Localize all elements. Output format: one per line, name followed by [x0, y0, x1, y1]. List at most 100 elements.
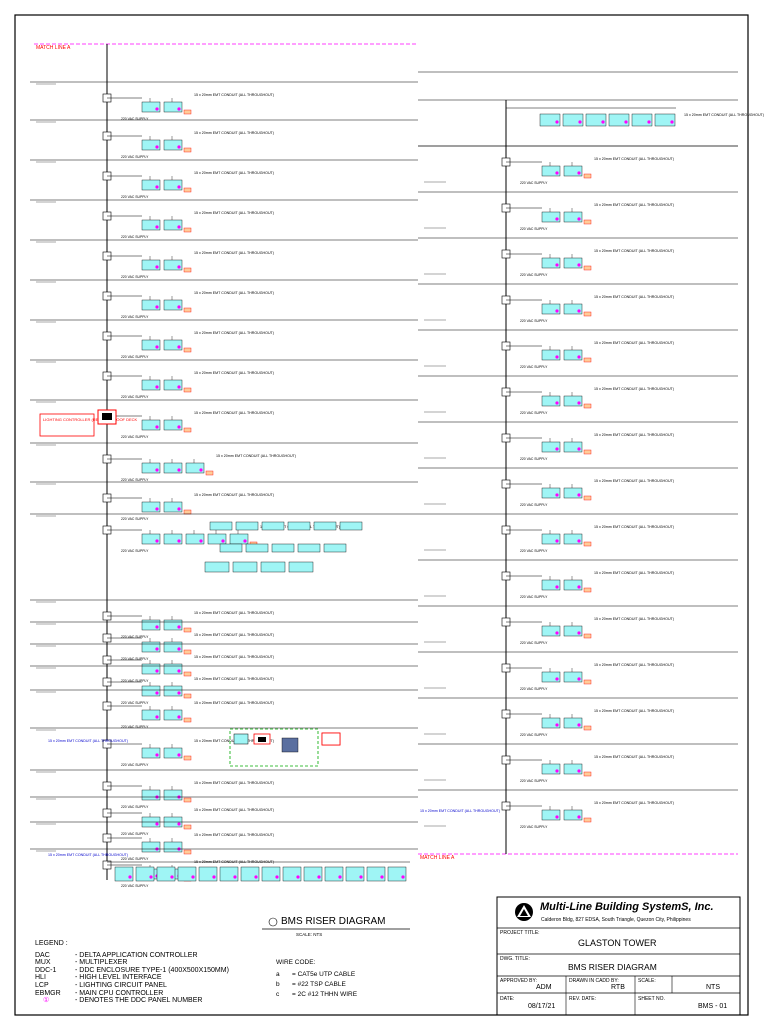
- wire-code-item: b = #22 TSP CABLE: [276, 980, 357, 990]
- lcp-box: [183, 649, 192, 655]
- ddc-panel: [563, 441, 583, 453]
- panel-number-marker: [177, 385, 181, 389]
- legend-desc: - HIGH LEVEL INTERFACE: [75, 974, 162, 982]
- ddc-panel: [163, 533, 183, 545]
- lcp-box: [583, 449, 592, 455]
- ddc-panel: [563, 257, 583, 269]
- ddc-panel: [163, 709, 183, 721]
- lcp-box: [183, 755, 192, 761]
- ddc-panel: [563, 165, 583, 177]
- panel-number-marker: [177, 265, 181, 269]
- ddc-panel: [563, 395, 583, 407]
- ddc-panel: [141, 419, 161, 431]
- lcp-box: [583, 633, 592, 639]
- ddc-panel: [141, 641, 161, 653]
- ddc-panel: [366, 866, 386, 882]
- ddc-panel: [141, 379, 161, 391]
- panel-number-marker: [177, 345, 181, 349]
- supply-note: 220 VAC SUPPLY: [121, 478, 149, 482]
- supply-note: 220 VAC SUPPLY: [121, 857, 149, 861]
- panel-number-marker: [155, 715, 159, 719]
- ddc-panel: [345, 866, 365, 882]
- legend-rows: DAC - DELTA APPLICATION CONTROLLER MUX - MU…: [35, 952, 229, 1005]
- ddc-panel: [261, 866, 281, 882]
- date-value: 08/17/21: [528, 1003, 556, 1010]
- project-title: GLASTON TOWER: [578, 938, 657, 948]
- panel-number-marker: [578, 120, 582, 124]
- supply-note: 220 VAC SUPPLY: [121, 117, 149, 121]
- conduit-note: 15 x 20mm EMT CONDUIT (ALL THROUGHOUT): [194, 611, 274, 615]
- panel-number-marker: [128, 875, 132, 879]
- conduit-note: 15 x 20mm EMT CONDUIT (ALL THROUGHOUT): [594, 801, 674, 805]
- ddc-panel: [563, 763, 583, 775]
- ddc-panel: [563, 487, 583, 499]
- panel-number-marker: [177, 107, 181, 111]
- ddc-panel: [245, 543, 269, 553]
- supply-note: 220 VAC SUPPLY: [121, 517, 149, 521]
- supply-note: 220 VAC SUPPLY: [121, 635, 149, 639]
- ddc-panel: [185, 462, 205, 474]
- supply-note: 220 VAC SUPPLY: [121, 355, 149, 359]
- ddc-panel: [563, 671, 583, 683]
- conduit-note: 15 x 20mm EMT CONDUIT (ALL THROUGHOUT): [194, 211, 274, 215]
- ddc-panel: [541, 441, 561, 453]
- ddc-panel: [163, 462, 183, 474]
- ddc-panel: [141, 259, 161, 271]
- company-address: Calderon Bldg, 827 EDSA, South Triangle,…: [541, 917, 691, 923]
- ddc-panel: [163, 747, 183, 759]
- legend: LEGEND : DAC - DELTA APPLICATION CONTROLL…: [35, 940, 229, 1005]
- ddc-panel: [114, 866, 134, 882]
- ddc-panel: [563, 579, 583, 591]
- legend-heading: LEGEND :: [35, 940, 68, 947]
- ddc-panel: [163, 101, 183, 113]
- ddc-panel: [541, 211, 561, 223]
- wire-code-desc: = 2C #12 THHN WIRE: [292, 991, 358, 998]
- panel-number-marker: [243, 539, 247, 543]
- legend-item: LCP - LIGHTING CIRCUIT PANEL: [35, 982, 229, 990]
- panel-number-marker: [199, 468, 203, 472]
- wire-code-letter: c: [276, 991, 280, 998]
- panel-number-marker: [155, 345, 159, 349]
- ddc-panel: [141, 789, 161, 801]
- panel-number-marker: [191, 875, 195, 879]
- panel-number-marker: [155, 753, 159, 757]
- ddc-panel: [219, 866, 239, 882]
- panel-number-marker: [577, 539, 581, 543]
- lcp-box: [205, 470, 214, 476]
- conduit-note: 15 x 20mm EMT CONDUIT (ALL THROUGHOUT): [194, 291, 274, 295]
- supply-note: 220 VAC SUPPLY: [520, 227, 548, 231]
- lcp-box: [583, 311, 592, 317]
- blue-conduit-note: 15 x 20mm EMT CONDUIT (ALL THROUGHOUT): [48, 739, 128, 743]
- supply-note: 220 VAC SUPPLY: [121, 155, 149, 159]
- conduit-note: 15 x 20mm EMT CONDUIT (ALL THROUGHOUT): [194, 781, 274, 785]
- supply-note: 220 VAC SUPPLY: [121, 657, 149, 661]
- ddc-panel: [135, 866, 155, 882]
- lcp-box: [583, 541, 592, 547]
- supply-note: 220 VAC SUPPLY: [121, 315, 149, 319]
- panel-number-marker: [177, 539, 181, 543]
- ddc-panel: [141, 339, 161, 351]
- ddc-panel: [541, 257, 561, 269]
- ddc-panel: [563, 717, 583, 729]
- wire-code-letter: a: [276, 971, 280, 978]
- ddc-panel: [163, 789, 183, 801]
- sheet-border: [14, 14, 749, 1016]
- supply-note: 220 VAC SUPPLY: [520, 319, 548, 323]
- conduit-note: 15 x 20mm EMT CONDUIT (ALL THROUGHOUT): [594, 341, 674, 345]
- approved-by: ADM: [536, 984, 552, 991]
- ddc-panel: [141, 219, 161, 231]
- ddc-panel: [541, 349, 561, 361]
- ddc-panel: [608, 113, 630, 127]
- panel-number-marker: [177, 822, 181, 826]
- conduit-note: 15 x 20mm EMT CONDUIT (ALL THROUGHOUT): [594, 525, 674, 529]
- ddc-panel: [562, 113, 584, 127]
- conduit-note: 15 x 20mm EMT CONDUIT (ALL THROUGHOUT): [194, 411, 274, 415]
- conduit-note: 15 x 20mm EMT CONDUIT (ALL THROUGHOUT): [594, 249, 674, 253]
- wire-code: WIRE CODE: a = CAT5e UTP CABLE b = #22 TSP …: [276, 958, 357, 1000]
- blue-conduit-note: 15 x 20mm EMT CONDUIT (ALL THROUGHOUT): [420, 809, 500, 813]
- wire-code-item: c = 2C #12 THHN WIRE: [276, 990, 357, 1000]
- panel-number-marker: [555, 447, 559, 451]
- panel-number-marker: [177, 425, 181, 429]
- supply-note: 220 VAC SUPPLY: [121, 195, 149, 199]
